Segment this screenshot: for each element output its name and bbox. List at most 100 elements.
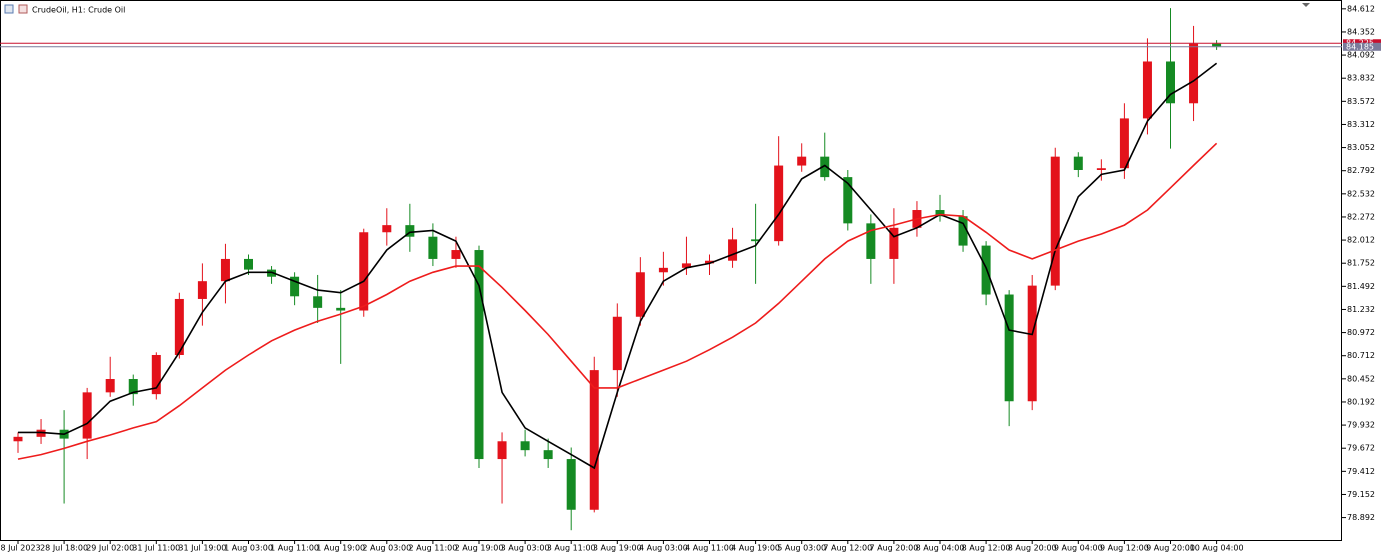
y-tick-label: 78.892: [1347, 513, 1375, 522]
candle-body: [658, 267, 668, 273]
x-tick-label: 8 Aug 12:00: [962, 544, 1011, 553]
candle-body: [1050, 156, 1060, 286]
x-tick-label: 4 Aug 11:00: [685, 544, 734, 553]
x-tick-label: 7 Aug 12:00: [823, 544, 872, 553]
x-tick-label: 29 Jul 02:00: [86, 544, 134, 553]
candle-body: [889, 227, 899, 259]
x-tick-label: 28 Jul 2023: [0, 544, 41, 553]
candle-body: [244, 258, 253, 270]
x-tick-label: 28 Jul 18:00: [40, 544, 88, 553]
candle-body: [13, 436, 23, 442]
candle-body: [313, 296, 323, 308]
x-tick-label: 3 Aug 11:00: [547, 544, 596, 553]
x-tick-label: 31 Jul 11:00: [132, 544, 180, 553]
y-tick-label: 83.052: [1347, 143, 1375, 152]
x-tick-label: 1 Aug 11:00: [270, 544, 319, 553]
candle-body: [105, 379, 115, 393]
y-tick-label: 82.792: [1347, 166, 1375, 175]
x-tick-label: 4 Aug 03:00: [639, 544, 688, 553]
candle-body: [382, 225, 392, 233]
y-tick-label: 81.492: [1347, 282, 1375, 291]
ma-line: [17, 142, 1218, 460]
candle-body: [843, 177, 853, 224]
x-tick-label: 1 Aug 19:00: [316, 544, 365, 553]
x-tick-label: 2 Aug 19:00: [455, 544, 504, 553]
x-tick-label: 4 Aug 19:00: [731, 544, 780, 553]
y-tick-label: 84.092: [1347, 51, 1375, 60]
candle-body: [751, 239, 761, 242]
y-tick-label: 84.612: [1347, 4, 1375, 13]
candle-body: [958, 216, 968, 246]
candle-body: [474, 250, 484, 460]
y-tick-label: 80.192: [1347, 397, 1375, 406]
y-tick-label: 80.452: [1347, 374, 1375, 383]
shift-marker: [1302, 3, 1310, 7]
plot-frame: [0, 0, 1342, 541]
candle-body: [267, 269, 277, 277]
candle-body: [497, 441, 507, 460]
x-tick-label: 8 Aug 04:00: [916, 544, 965, 553]
x-tick-label: 9 Aug 20:00: [1146, 544, 1195, 553]
x-tick-label: 2 Aug 11:00: [408, 544, 457, 553]
candle-body: [774, 165, 784, 242]
candle-body: [935, 210, 945, 217]
x-tick-label: 7 Aug 20:00: [869, 544, 918, 553]
candle-body: [589, 370, 599, 510]
x-tick-label: 1 Aug 03:00: [224, 544, 273, 553]
icon: [18, 4, 28, 14]
candle-body: [220, 258, 230, 282]
y-tick-label: 83.572: [1347, 97, 1375, 106]
x-tick-label: 5 Aug 03:00: [777, 544, 826, 553]
ma-line: [18, 62, 1218, 470]
y-tick-label: 82.532: [1347, 189, 1375, 198]
candle-body: [1189, 43, 1199, 104]
y-tick-label: 83.832: [1347, 74, 1375, 83]
candle-body: [174, 298, 184, 355]
price-label-box: [1343, 42, 1381, 51]
candle-body: [336, 307, 346, 311]
candle-body: [197, 281, 207, 299]
price-label: 84.185: [1346, 42, 1374, 51]
candle-body: [359, 232, 369, 311]
candle-body: [566, 459, 576, 510]
x-tick-label: 10 Aug 04:00: [1190, 544, 1244, 553]
x-tick-label: 31 Jul 19:00: [178, 544, 226, 553]
candle-body: [1212, 43, 1222, 47]
y-tick-label: 79.672: [1347, 444, 1375, 453]
candle-body: [1027, 285, 1037, 402]
candle-body: [797, 156, 807, 166]
candle-body: [635, 272, 645, 317]
chart-title: CrudeOil, H1: Crude Oil: [32, 6, 125, 15]
candle-body: [1096, 168, 1106, 170]
candle-body: [1119, 118, 1129, 169]
candle-body: [405, 225, 415, 237]
x-tick-label: 9 Aug 12:00: [1100, 544, 1149, 553]
candle-body: [82, 392, 92, 439]
candle-body: [1004, 294, 1014, 402]
candle-body: [428, 236, 438, 259]
candle-body: [728, 239, 738, 261]
symbol-icons: [4, 4, 28, 14]
x-tick-label: 3 Aug 19:00: [593, 544, 642, 553]
x-tick-label: 2 Aug 03:00: [362, 544, 411, 553]
candle-body: [151, 354, 161, 395]
candle-body: [520, 441, 530, 451]
candle-body: [820, 156, 830, 178]
candle-body: [1073, 156, 1083, 170]
y-tick-label: 83.312: [1347, 120, 1375, 129]
x-tick-label: 9 Aug 04:00: [1054, 544, 1103, 553]
y-tick-label: 80.712: [1347, 351, 1375, 360]
y-tick-label: 81.752: [1347, 259, 1375, 268]
candle-body: [36, 429, 46, 437]
x-tick-label: 3 Aug 03:00: [501, 544, 550, 553]
y-tick-label: 84.352: [1347, 27, 1375, 36]
candle-body: [290, 276, 300, 297]
candle-body: [543, 450, 553, 460]
y-tick-label: 82.272: [1347, 212, 1375, 221]
icon: [4, 4, 14, 14]
candle-body: [128, 379, 138, 395]
y-tick-label: 79.932: [1347, 421, 1375, 430]
candle-body: [681, 263, 691, 268]
